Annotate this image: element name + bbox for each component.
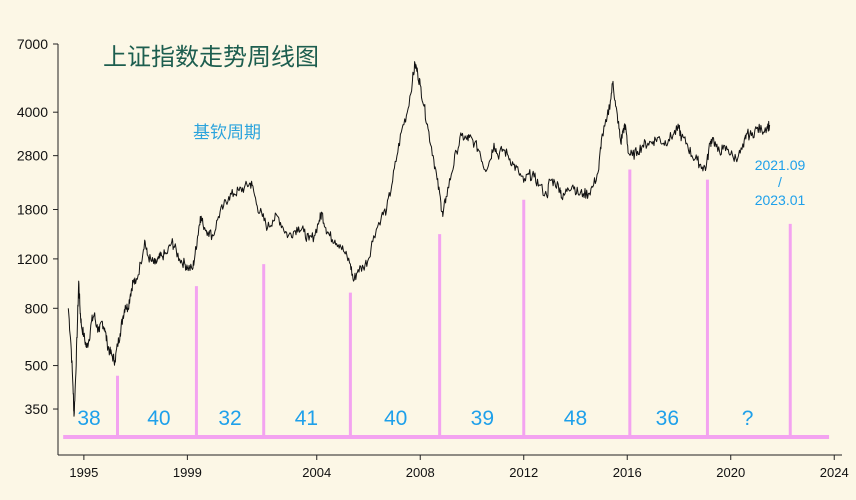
cycle-markers xyxy=(63,169,830,439)
y-tick-label: 7000 xyxy=(17,36,48,52)
x-ticks: 1995 1999 2004 2008 2012 2016 2020 2024 xyxy=(69,455,849,480)
cycle-length-label: 36 xyxy=(656,407,679,430)
y-tick-label: 2800 xyxy=(17,148,48,164)
axes xyxy=(57,44,842,456)
series-layer xyxy=(67,61,771,417)
cycle-labels: 38 40 32 41 40 39 48 36? xyxy=(77,407,753,430)
cycle-length-label: 41 xyxy=(295,407,318,430)
forecast-range-start: 2021.09 xyxy=(755,157,806,173)
y-tick-label: 500 xyxy=(25,358,49,374)
index-price-line xyxy=(67,61,771,417)
y-ticks: 350 500 800 1200 1800 2800 4000 7000 xyxy=(17,36,58,417)
cycle-length-label: 39 xyxy=(471,407,494,430)
cycle-length-label: 32 xyxy=(218,407,241,430)
x-tick-label: 2004 xyxy=(302,465,331,480)
x-tick-label: 2016 xyxy=(613,465,642,480)
y-tick-label: 800 xyxy=(25,300,49,316)
x-tick-label: 1995 xyxy=(69,465,98,480)
cycle-length-label: 40 xyxy=(147,407,170,430)
forecast-range-end: 2023.01 xyxy=(755,192,806,208)
chart-subtitle: 基钦周期 xyxy=(193,123,261,143)
y-tick-label: 1200 xyxy=(17,251,48,267)
cycle-length-label: 40 xyxy=(384,407,407,430)
chart-title: 上证指数走势周线图 xyxy=(103,43,319,71)
y-tick-label: 350 xyxy=(25,401,49,417)
forecast-range-slash: / xyxy=(778,174,782,190)
y-tick-label: 4000 xyxy=(17,104,48,120)
x-tick-label: 1999 xyxy=(173,465,202,480)
x-tick-label: 2012 xyxy=(509,465,538,480)
cycle-length-label: ? xyxy=(742,407,754,430)
cycle-length-label: 48 xyxy=(564,407,587,430)
cycle-length-label: 38 xyxy=(77,407,100,430)
x-tick-label: 2024 xyxy=(820,465,849,480)
y-tick-label: 1800 xyxy=(17,201,48,217)
x-tick-label: 2008 xyxy=(406,465,435,480)
x-tick-label: 2020 xyxy=(716,465,745,480)
